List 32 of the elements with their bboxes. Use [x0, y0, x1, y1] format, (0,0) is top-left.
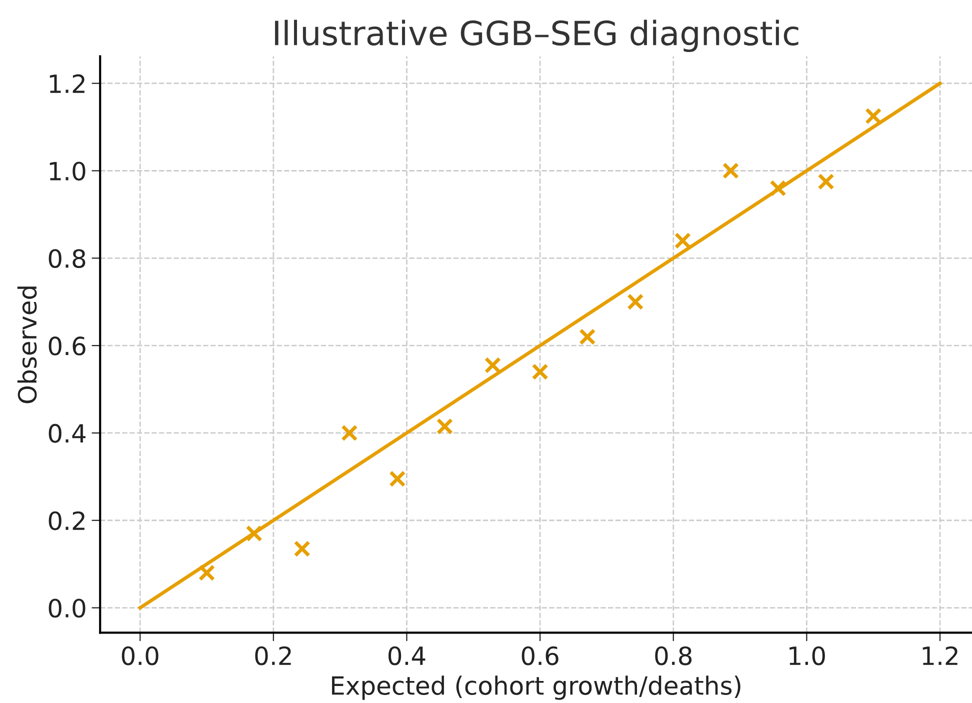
- y-axis-title: Observed: [17, 286, 37, 404]
- point: [770, 180, 786, 197]
- y-tick-label: 0.6: [48, 336, 86, 356]
- point: [579, 328, 596, 346]
- point: [627, 294, 644, 310]
- point: [389, 470, 406, 488]
- point: [341, 424, 358, 442]
- point: [484, 356, 502, 374]
- point: [674, 232, 692, 249]
- x-tick-label: 0.0: [122, 646, 158, 666]
- point: [865, 108, 882, 124]
- point: [294, 540, 310, 558]
- y-tick-label: 1.0: [50, 162, 86, 181]
- x-tick-label: 1.0: [790, 646, 825, 666]
- point: [198, 564, 216, 582]
- x-tick-label: 0.6: [522, 646, 558, 666]
- y-tick-label: 0.2: [48, 511, 84, 530]
- x-axis-title: Expected (cohort growth/deaths): [332, 676, 740, 700]
- x-tick-label: 0.8: [655, 646, 692, 666]
- point: [722, 162, 740, 180]
- x-tick-label: 0.4: [388, 646, 426, 666]
- x-tick-label: 0.2: [255, 646, 291, 666]
- point: [532, 363, 548, 380]
- y-tick-label: 0.4: [48, 424, 86, 443]
- point: [818, 173, 834, 190]
- y-tick-label: 0.0: [48, 598, 86, 618]
- chart-title: Illustrative GGB–SEG diagnostic: [275, 20, 798, 52]
- point: [436, 418, 454, 435]
- y-tick-label: 1.2: [50, 74, 84, 93]
- x-tick-label: 1.2: [922, 646, 958, 665]
- point: [246, 525, 262, 542]
- y-tick-label: 0.8: [48, 249, 86, 268]
